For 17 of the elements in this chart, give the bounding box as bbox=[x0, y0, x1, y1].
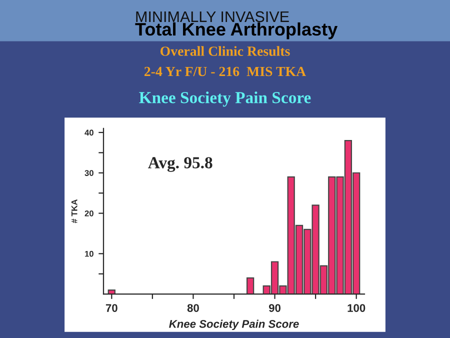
y-tick-label: 10 bbox=[85, 250, 94, 257]
y-tick-label: 20 bbox=[84, 210, 94, 216]
y-tick-label: 40 bbox=[84, 130, 94, 136]
chart-subtitle: 2-4 Yr F/U - 216 MIS TKA bbox=[144, 66, 306, 76]
text: Overall Clinic Results bbox=[160, 46, 290, 56]
x-axis-title: Knee Society Pain Score bbox=[169, 320, 299, 330]
x-tick-label: 90 bbox=[268, 304, 281, 312]
x-tick-label: 80 bbox=[187, 304, 199, 312]
y-tick-label: 30 bbox=[84, 170, 94, 176]
bar bbox=[246, 277, 254, 294]
chart-title: Knee Society Pain Score bbox=[139, 92, 311, 107]
x-tick-label: 70 bbox=[106, 304, 118, 312]
text: Total Knee Arthroplasty bbox=[135, 22, 338, 40]
x-tick-label: 100 bbox=[348, 304, 366, 312]
text: MINIMALLY INVASIVE bbox=[136, 11, 289, 22]
annotation: Avg. 95.8 bbox=[148, 157, 212, 172]
y-axis-title: # TKA bbox=[71, 199, 78, 224]
